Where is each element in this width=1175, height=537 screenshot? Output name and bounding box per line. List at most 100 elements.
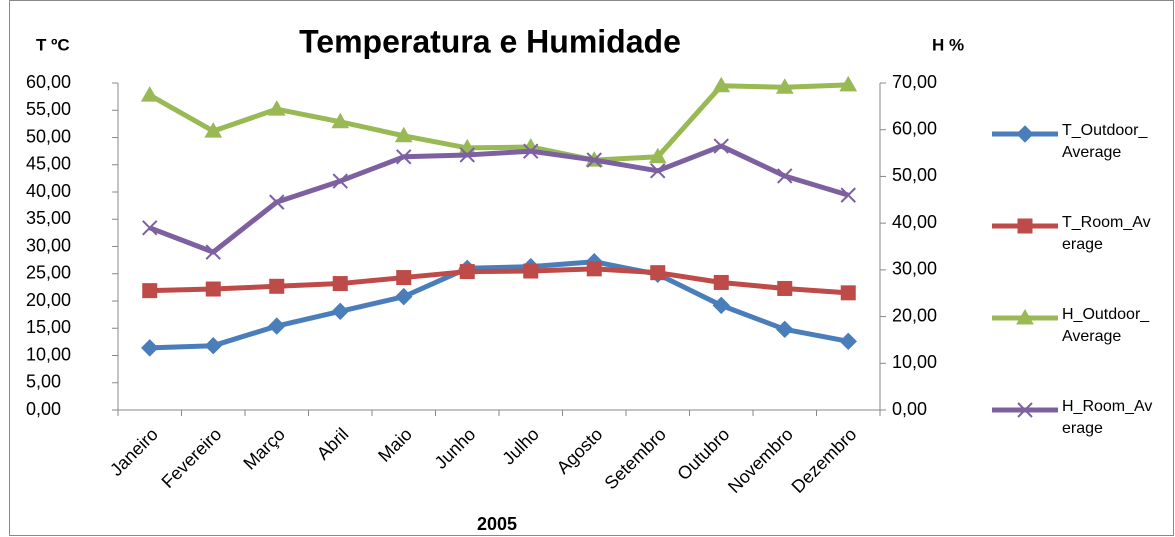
legend-swatch [992,402,1058,418]
series-line [148,82,849,163]
y-tick-label: 50,00 [26,126,71,146]
y-tick-label: 5,00 [26,372,61,392]
chart-border [9,0,1174,536]
point [523,263,539,279]
point [1017,402,1033,418]
point [839,75,858,92]
series-line [148,143,849,255]
y-tick-label: 35,00 [26,208,71,228]
legend-label: H_Room_Average [1062,398,1153,437]
y-tick-label: 20,00 [26,290,71,310]
point [840,285,856,301]
x-tick-label: Julho [498,424,543,469]
point [142,220,158,236]
chart-title: Temperatura e Humidade [299,23,681,59]
point [713,138,729,154]
legend-swatch [992,308,1058,325]
legend: T_Outdoor_Average T_Room_Average H_Outdoor… [990,120,1170,488]
legend-label: H_Outdoor_Average [1062,306,1150,345]
point [332,276,348,292]
point [1016,308,1034,325]
x-tick-label: Novembro [724,424,797,497]
point [204,122,223,138]
y-tick-label: 10,00 [26,344,71,364]
legend-item: T_Outdoor_Average [990,120,1170,212]
legend-swatch [992,218,1058,234]
x-tick-label: Abril [313,424,353,464]
x-tick-label: Fevereiro [158,424,226,492]
y2-tick-label: 10,00 [892,352,937,372]
point [205,244,221,260]
point [650,265,666,281]
point [394,126,413,143]
point [775,78,794,94]
point [395,287,413,306]
y2-axis-label: H % [932,35,964,54]
point [586,261,602,277]
point [269,278,285,294]
point [267,100,286,116]
series-line [149,266,849,296]
x-tick-label: Agosto [553,424,607,478]
point [396,270,412,286]
point [396,149,412,165]
x-tick-label: Janeiro [106,424,162,480]
y2-tick-label: 0,00 [892,399,927,419]
legend-item: T_Room_Average [990,212,1170,304]
y-tick-label: 30,00 [26,235,71,255]
y-tick-label: 40,00 [26,181,71,201]
legend-swatch [992,125,1058,143]
y-tick-label: 55,00 [26,99,71,119]
point [268,317,286,335]
point [140,86,159,102]
x-tick-label: Outubro [673,424,733,484]
legend-item: H_Room_Average [990,396,1170,488]
point [713,274,729,290]
y-axis-label: T ºC [36,35,70,54]
y2-tick-label: 20,00 [892,305,937,325]
point [141,339,159,357]
point [142,283,158,299]
point [648,147,667,164]
x-tick-label: Maio [374,424,416,466]
y2-tick-label: 50,00 [892,165,937,185]
point [839,332,857,351]
y-tick-label: 15,00 [26,317,71,337]
point [776,320,794,339]
y-tick-label: 25,00 [26,263,71,283]
x-tick-label: Março [239,424,289,474]
point [1017,218,1033,234]
point [331,302,349,321]
legend-label: T_Room_Average [1062,214,1151,253]
x-axis-label: 2005 [477,514,517,534]
point [523,143,539,159]
series-line [149,259,849,351]
y-tick-label: 0,00 [26,399,61,419]
legend-item: H_Outdoor_Average [990,304,1170,396]
point [586,152,602,168]
point [1016,125,1034,143]
point [332,173,348,189]
point [777,280,793,296]
x-tick-label: Junho [431,424,480,473]
y-tick-label: 60,00 [26,72,71,92]
point [204,336,222,355]
point [840,187,856,203]
point [459,264,475,280]
point [331,112,350,129]
y-tick-label: 45,00 [26,154,71,174]
y2-tick-label: 60,00 [892,118,937,138]
point [650,163,666,179]
point [712,296,730,315]
y2-tick-label: 40,00 [892,212,937,232]
x-tick-label: Dezembro [788,424,861,497]
point [459,147,475,163]
y2-tick-label: 70,00 [892,72,937,92]
point [205,281,221,297]
x-tick-label: Setembro [601,424,670,493]
point [269,194,285,210]
y2-tick-label: 30,00 [892,259,937,279]
point [712,76,731,93]
